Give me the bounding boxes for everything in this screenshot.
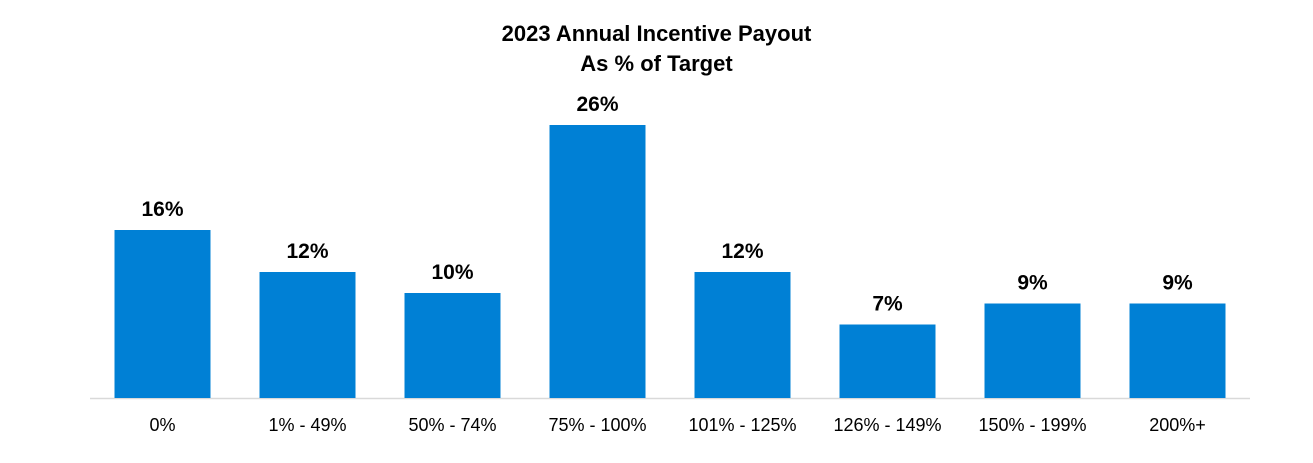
category-tick-label: 1% - 49%	[268, 415, 346, 435]
bar	[984, 303, 1081, 398]
chart-title: 2023 Annual Incentive Payout	[501, 21, 812, 46]
bar	[404, 293, 501, 398]
bar	[839, 324, 936, 398]
bar-value-label: 9%	[1162, 272, 1193, 295]
category-tick-label: 150% - 199%	[978, 415, 1086, 435]
category-tick-label: 75% - 100%	[548, 415, 646, 435]
bar-value-label: 12%	[721, 240, 763, 263]
category-tick-label: 200%+	[1149, 415, 1206, 435]
bar	[549, 125, 646, 398]
bar	[1129, 303, 1226, 398]
bar-value-label: 10%	[431, 261, 473, 284]
bar-value-label: 7%	[872, 293, 903, 316]
bar	[259, 272, 356, 398]
category-tick-label: 50% - 74%	[408, 415, 496, 435]
bar	[694, 272, 791, 398]
category-tick-label: 126% - 149%	[833, 415, 941, 435]
bar-value-label: 12%	[286, 240, 328, 263]
bar	[114, 230, 211, 398]
bar-value-label: 26%	[576, 93, 618, 116]
category-tick-label: 0%	[149, 415, 175, 435]
category-tick-label: 101% - 125%	[688, 415, 796, 435]
bar-value-label: 16%	[141, 198, 183, 221]
bar-value-label: 9%	[1017, 272, 1048, 295]
chart-subtitle: As % of Target	[580, 51, 733, 76]
